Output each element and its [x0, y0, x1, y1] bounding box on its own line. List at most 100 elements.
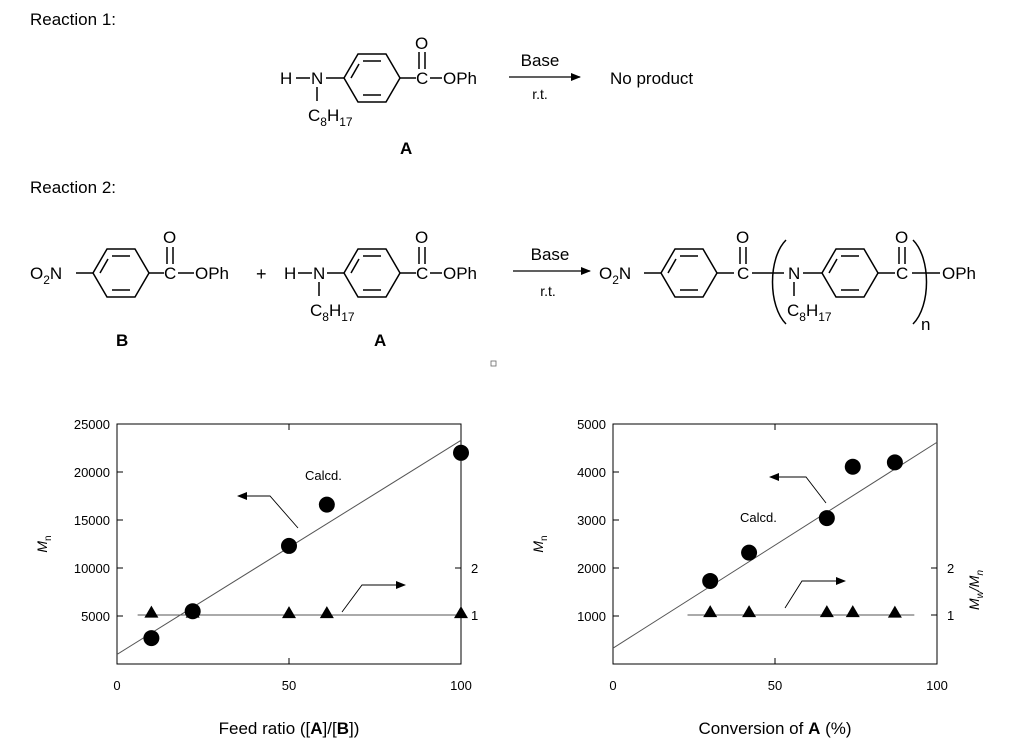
y2-tick-label: 2: [947, 561, 954, 576]
x-tick-label: 50: [282, 678, 296, 693]
y-tick-label: 5000: [81, 609, 110, 624]
chart-conversion: 0 50 100 1000 2000 3000 4000 5000 1 2 Calcd. Conver…: [530, 417, 986, 738]
oph-group: OPh: [443, 69, 477, 88]
c-atom: C: [896, 264, 908, 283]
ring-inner-bond: [350, 63, 360, 79]
o2n-group: O2N: [30, 264, 62, 287]
right-bracket: [912, 239, 928, 325]
y-tick-label: 20000: [74, 465, 110, 480]
y-tick-label: 2000: [577, 561, 606, 576]
y2-tick-label: 2: [471, 561, 478, 576]
reaction-2-condition-rt: r.t.: [540, 283, 556, 299]
dispersity-point: [185, 605, 200, 618]
mn-point: [886, 454, 903, 471]
y-tick-label: 1000: [577, 609, 606, 624]
compound-a-label: A: [400, 139, 412, 158]
mn-point: [453, 444, 469, 461]
o-atom: O: [415, 228, 428, 247]
x-tick-label: 50: [768, 678, 782, 693]
y-tick-label: 10000: [74, 561, 110, 576]
n-atom: N: [313, 264, 325, 283]
o2n-group: O2N: [599, 264, 631, 287]
y-tick-label: 3000: [577, 513, 606, 528]
mn-point: [143, 630, 160, 647]
ring-inner-bond: [99, 258, 109, 274]
c-atom: C: [164, 264, 176, 283]
h-atom: H: [284, 264, 296, 283]
calcd-annotation: Calcd.: [740, 510, 777, 525]
product-structure: [644, 239, 940, 325]
c-atom: C: [416, 69, 428, 88]
calcd-line: [612, 441, 938, 649]
mn-point: [844, 458, 861, 475]
compound-a-label: A: [374, 331, 386, 350]
right-axis-arrow: [784, 577, 846, 609]
y2-axis-label: Mw/Mn: [966, 570, 986, 610]
mn-point: [318, 496, 335, 513]
y-tick-label: 5000: [577, 417, 606, 432]
reaction-1-result: No product: [610, 69, 693, 88]
repeat-subscript-n: n: [921, 315, 930, 334]
y-tick-label: 25000: [74, 417, 110, 432]
x-axis-label: Feed ratio ([A]/[B]): [219, 719, 360, 738]
reaction-2: Reaction 2: O2N O C OPh B +: [30, 178, 976, 350]
reaction-1-label: Reaction 1:: [30, 10, 116, 29]
c-atom: C: [737, 264, 749, 283]
y2-tick-label: 1: [947, 608, 954, 623]
ring-inner-bond: [350, 258, 360, 274]
calcd-annotation: Calcd.: [305, 468, 342, 483]
n-atom: N: [311, 69, 323, 88]
n-atom: N: [788, 264, 800, 283]
dispersity-point: [742, 605, 757, 618]
h-atom: H: [280, 69, 292, 88]
ring-inner-bond: [828, 258, 838, 274]
dispersity-point: [454, 606, 468, 619]
x-tick-label: 0: [609, 678, 616, 693]
x-tick-label: 100: [450, 678, 472, 693]
o-atom: O: [895, 228, 908, 247]
dispersity-point: [319, 606, 334, 619]
plus-sign: +: [256, 264, 267, 284]
oph-group: OPh: [195, 264, 229, 283]
left-axis-arrow: [237, 492, 299, 529]
y-axis-label: Mn: [34, 535, 54, 552]
mn-point: [281, 537, 297, 554]
reaction-1-condition-rt: r.t.: [532, 86, 548, 102]
y2-tick-label: 1: [471, 608, 478, 623]
oph-group: OPh: [942, 264, 976, 283]
x-tick-label: 100: [926, 678, 948, 693]
compound-a-structure: [296, 52, 442, 103]
ring-inner-bond: [667, 258, 677, 274]
c-atom: C: [416, 264, 428, 283]
o-atom: O: [163, 228, 176, 247]
reaction-2-label: Reaction 2:: [30, 178, 116, 197]
compound-a-structure: [298, 247, 442, 298]
left-bracket: [771, 239, 787, 325]
compound-b-label: B: [116, 331, 128, 350]
y-tick-label: 15000: [74, 513, 110, 528]
c8h17-group: C8H17: [308, 106, 353, 129]
y-axis-label: Mn: [530, 535, 550, 552]
mn-point: [818, 510, 835, 527]
dispersity-point: [845, 605, 860, 618]
c8h17-group: C8H17: [310, 301, 355, 324]
dispersity-point: [144, 605, 159, 618]
x-axis-label: Conversion of A (%): [698, 719, 851, 738]
dispersity-point: [703, 605, 718, 618]
o-atom: O: [415, 34, 428, 53]
compound-b-structure: [76, 247, 194, 298]
y-tick-label: 4000: [577, 465, 606, 480]
right-axis-arrow: [341, 581, 406, 613]
chart-feed-ratio: 0 50 100 5000 10000 15000 20000 25000 1 2 Calcd. Fe…: [34, 417, 478, 738]
dispersity-point: [887, 605, 902, 618]
mn-point: [702, 572, 719, 589]
oph-group: OPh: [443, 264, 477, 283]
o-atom: O: [736, 228, 749, 247]
dispersity-point: [819, 605, 834, 618]
dispersity-point: [282, 606, 296, 619]
left-axis-arrow: [769, 473, 827, 504]
reaction-1: Reaction 1: H N O C OPh C8H17 A Base r.t…: [30, 10, 693, 158]
marker-square: [490, 360, 497, 367]
mn-point: [741, 544, 758, 561]
